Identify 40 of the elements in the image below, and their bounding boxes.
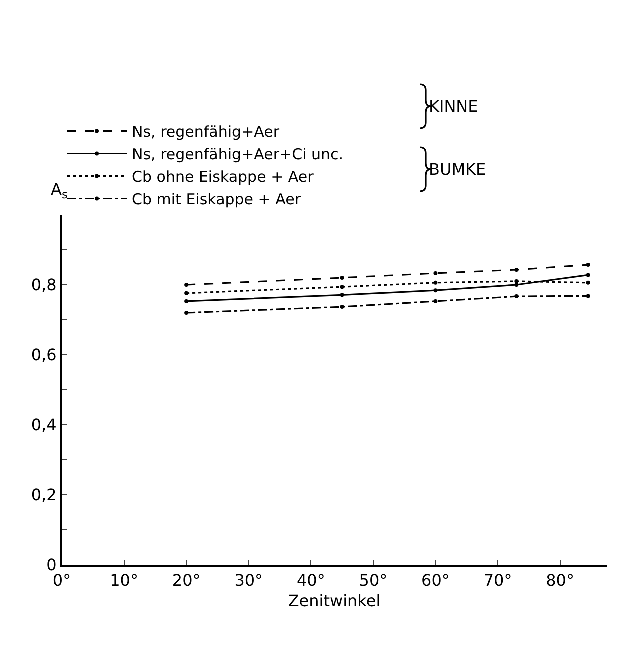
point xyxy=(434,288,438,293)
point xyxy=(586,263,590,268)
point xyxy=(434,280,438,285)
point xyxy=(586,280,590,285)
legend-label: Ns, regenfähig+Aer+Ci unc. xyxy=(132,146,344,164)
point xyxy=(514,268,519,272)
point xyxy=(184,283,189,287)
x-tick-label: 80° xyxy=(546,571,574,590)
x-tick-label: 70° xyxy=(484,571,512,590)
point xyxy=(340,293,344,298)
point xyxy=(184,299,189,304)
point xyxy=(340,305,344,310)
point xyxy=(434,299,438,304)
point xyxy=(434,271,438,276)
x-tick-label: 10° xyxy=(110,571,138,590)
point xyxy=(184,291,189,296)
x-tick-label: 30° xyxy=(234,571,264,590)
point xyxy=(514,283,519,287)
point xyxy=(586,294,590,298)
text: KINNE xyxy=(429,97,478,116)
y-axis-title: A$_{s}$ xyxy=(51,180,68,202)
x-tick-label: 40° xyxy=(296,571,326,590)
point xyxy=(184,311,189,315)
x-tick-label: 20° xyxy=(172,571,201,590)
point xyxy=(340,276,344,280)
y-tick-label: 0,2 xyxy=(31,486,57,505)
legend-label: Cb ohne Eiskappe + Aer xyxy=(132,168,315,186)
point xyxy=(340,285,344,290)
point xyxy=(586,273,590,278)
x-tick-label: 60° xyxy=(422,571,450,590)
x-tick-label: 50° xyxy=(359,571,388,590)
legend-label: Cb mit Eiskappe + Aer xyxy=(132,190,302,209)
x-axis-title: Zenitwinkel xyxy=(288,591,381,610)
legend-label: Ns, regenfähig+Aer xyxy=(132,123,280,142)
y-tick-label: 0,8 xyxy=(31,276,57,295)
point xyxy=(514,294,519,299)
point xyxy=(514,280,519,284)
y-tick-label: 0,4 xyxy=(31,416,57,435)
text: BUMKE xyxy=(429,160,486,179)
y-tick-label: 0,6 xyxy=(31,346,57,365)
